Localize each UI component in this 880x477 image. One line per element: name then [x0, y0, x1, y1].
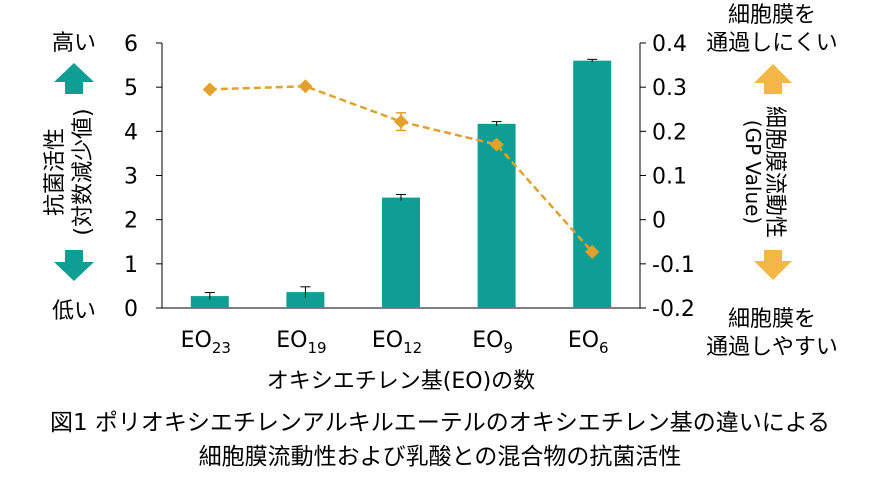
- bar: [190, 296, 229, 308]
- right-axis-title-line2: (GP Value): [741, 120, 765, 224]
- left-tick-label: 1: [124, 253, 138, 278]
- line-point-diamond: [489, 137, 504, 152]
- left-low-label: 低い: [52, 299, 96, 324]
- right-tick-label: 0.1: [652, 165, 687, 190]
- right-tick-label: 0: [652, 209, 666, 234]
- left-down-arrow-icon: [54, 250, 94, 281]
- left-tick-label: 3: [124, 165, 138, 190]
- right-bottom-label-line2: 通過しやすい: [706, 335, 838, 360]
- left-tick-label: 0: [124, 297, 138, 322]
- line-point-diamond: [585, 244, 600, 259]
- x-tick-label: EO19: [276, 328, 326, 357]
- right-top-label-line2: 通過しにくい: [706, 31, 838, 56]
- left-axis-title-line2: (対数減少値): [71, 108, 96, 235]
- right-tick-label: 0.2: [652, 120, 687, 145]
- x-tick-label: EO23: [181, 328, 231, 357]
- x-tick-label: EO6: [568, 328, 609, 357]
- caption-line1: 図1 ポリオキシエチレンアルキルエーテルのオキシエチレン基の違いによる: [50, 410, 830, 436]
- bar: [573, 60, 612, 308]
- left-tick-label: 5: [124, 76, 138, 101]
- line-point-diamond: [202, 82, 217, 97]
- bar: [382, 197, 420, 308]
- left-tick-label: 6: [124, 32, 138, 57]
- right-tick-label: -0.2: [652, 297, 695, 322]
- right-bottom-label-line1: 細胞膜を: [728, 307, 816, 332]
- left-axis-title-line1: 抗菌活性: [43, 128, 68, 216]
- right-axis-title-line1: 細胞膜流動性: [762, 106, 787, 238]
- line-point-diamond: [298, 79, 313, 94]
- bar-series: [190, 58, 612, 308]
- left-up-arrow-icon: [54, 63, 94, 94]
- line-series: [202, 79, 600, 259]
- left-tick-label: 4: [124, 120, 138, 145]
- x-category-labels: EO23 EO19 EO12 EO9 EO6: [181, 328, 609, 357]
- right-tick-label: 0.3: [652, 76, 687, 101]
- right-tick-label: -0.1: [652, 253, 695, 278]
- left-tick-label: 2: [124, 209, 138, 234]
- line-series-path: [209, 85, 594, 253]
- x-tick-label: EO12: [372, 328, 422, 357]
- right-tick-label: 0.4: [652, 32, 687, 57]
- x-tick-label: EO9: [472, 328, 513, 357]
- left-y-ticks: 6 5 4 3 2 1 0: [124, 32, 162, 322]
- right-y-ticks: 0.4 0.3 0.2 0.1 0 -0.1 -0.2: [640, 32, 695, 322]
- bar: [286, 292, 325, 308]
- bar: [477, 123, 516, 308]
- right-down-arrow-icon: [754, 250, 792, 280]
- left-high-label: 高い: [52, 31, 96, 56]
- caption-line2: 細胞膜流動性および乳酸との混合物の抗菌活性: [199, 444, 682, 470]
- right-up-arrow-icon: [754, 64, 792, 94]
- line-point-diamond: [394, 114, 408, 129]
- right-top-label-line1: 細胞膜を: [728, 3, 816, 28]
- x-axis-title: オキシエチレン基(EO)の数: [267, 369, 535, 394]
